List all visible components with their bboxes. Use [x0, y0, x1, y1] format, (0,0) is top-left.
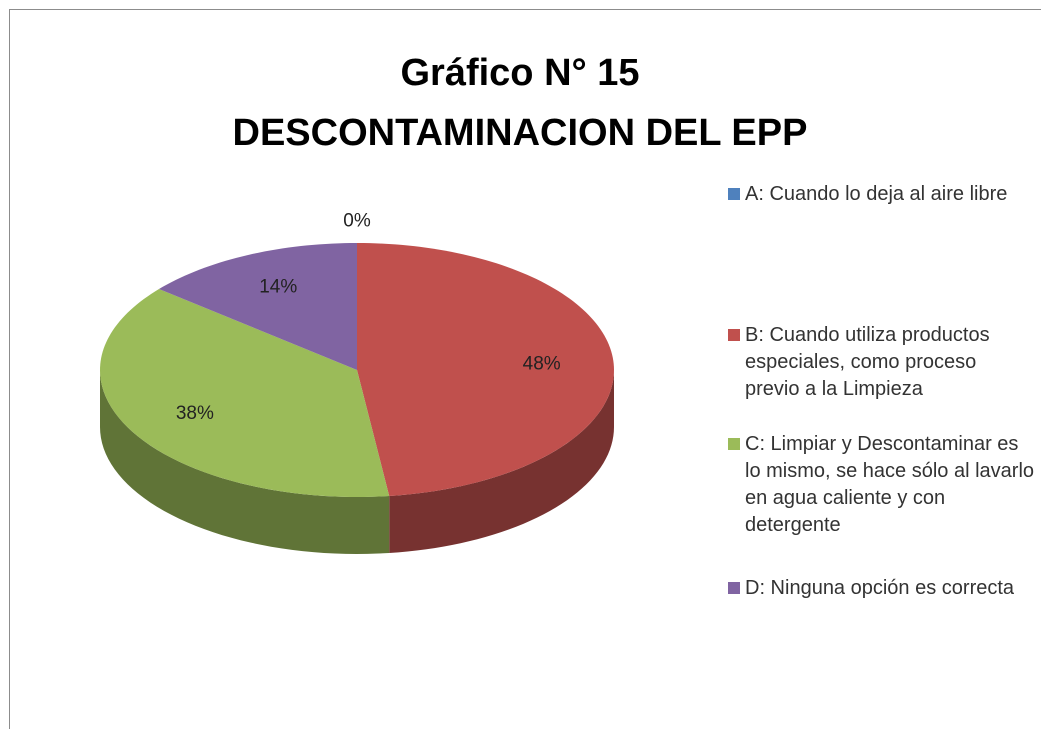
pie-side [100, 370, 390, 554]
legend-swatch [728, 438, 740, 450]
data-label: 48% [523, 353, 561, 374]
legend-swatch [728, 582, 740, 594]
chart-title: Gráfico N° 15 [400, 52, 639, 94]
chart-border [9, 9, 1041, 729]
data-label: 14% [259, 276, 297, 297]
legend-item: D: Ninguna opción es correcta [728, 575, 1041, 602]
legend-label: C: Limpiar y Descontaminar es lo mismo, … [745, 433, 1035, 536]
pie-slice [100, 289, 390, 497]
legend-label: D: Ninguna opción es correcta [745, 577, 1015, 599]
legend-label: A: Cuando lo deja al aire libre [745, 183, 1008, 205]
legend-item: A: Cuando lo deja al aire libre [728, 181, 1041, 208]
legend-swatch [728, 188, 740, 200]
pie-slice [158, 243, 357, 370]
data-label: 0% [343, 210, 371, 231]
pie-slice [357, 243, 614, 496]
data-label: 38% [176, 403, 214, 424]
pie-side [389, 370, 614, 553]
chart-subtitle: DESCONTAMINACION DEL EPP [233, 112, 808, 154]
legend-item: B: Cuando utiliza productos especiales, … [728, 322, 1041, 403]
legend-label: B: Cuando utiliza productos especiales, … [745, 324, 990, 400]
legend-item: C: Limpiar y Descontaminar es lo mismo, … [728, 431, 1041, 539]
legend-swatch [728, 329, 740, 341]
